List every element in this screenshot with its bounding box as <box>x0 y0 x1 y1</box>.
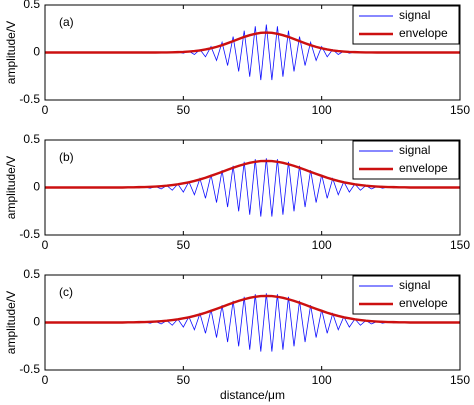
x-tick-label: 50 <box>177 238 191 252</box>
y-tick-label: 0 <box>33 45 40 59</box>
plot-frame <box>44 139 461 236</box>
x-tick-label: 100 <box>312 238 332 252</box>
envelope-line <box>45 31 460 54</box>
legend-label: envelope <box>399 161 448 175</box>
legend-label: signal <box>399 278 430 292</box>
legend-box <box>352 5 460 45</box>
plot-frame <box>44 274 461 371</box>
legend-box <box>352 140 460 180</box>
x-tick-label: 0 <box>42 373 49 387</box>
y-tick-label: 0 <box>33 180 40 194</box>
y-tick-label: -0.5 <box>19 227 40 241</box>
y-tick-label: 0.5 <box>23 0 40 11</box>
x-tick-label: 0 <box>42 238 49 252</box>
envelope-line <box>45 159 460 189</box>
x-tick-label: 100 <box>312 373 332 387</box>
x-axis-label: distance/μm <box>220 388 285 402</box>
x-tick-label: 150 <box>450 238 470 252</box>
x-tick-label: 50 <box>177 373 191 387</box>
envelope-line <box>45 294 460 324</box>
y-tick-label: 0.5 <box>23 132 40 146</box>
x-tick-label: 0 <box>42 103 49 117</box>
legend-label: envelope <box>399 296 448 310</box>
x-tick-label: 150 <box>450 103 470 117</box>
plot-frame <box>44 4 461 101</box>
y-axis-label: amplitude/V <box>4 156 18 219</box>
x-tick-label: 150 <box>450 373 470 387</box>
legend-label: signal <box>399 8 430 22</box>
y-tick-label: -0.5 <box>19 362 40 376</box>
legend-box <box>352 275 460 315</box>
panel-label: (a) <box>59 15 74 29</box>
y-axis-label: amplitude/V <box>4 21 18 84</box>
y-tick-label: -0.5 <box>19 92 40 106</box>
panel-label: (b) <box>59 150 74 164</box>
legend-label: signal <box>399 143 430 157</box>
y-tick-label: 0 <box>33 315 40 329</box>
y-axis-label: amplitude/V <box>4 291 18 354</box>
panel-label: (c) <box>59 285 73 299</box>
y-tick-label: 0.5 <box>23 267 40 281</box>
x-tick-label: 50 <box>177 103 191 117</box>
x-tick-label: 100 <box>312 103 332 117</box>
legend-label: envelope <box>399 26 448 40</box>
